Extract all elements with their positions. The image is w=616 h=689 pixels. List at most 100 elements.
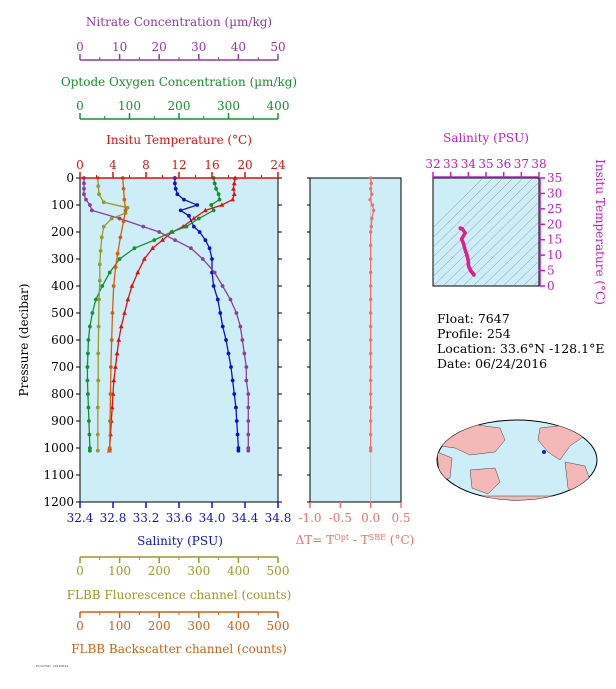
ts-point: [466, 262, 471, 267]
oxygen-tick-label: 200: [168, 99, 191, 113]
fluorescence-point: [96, 184, 101, 189]
delta-point: [368, 311, 373, 315]
delta-point: [368, 446, 373, 450]
delta-temperature-chart: -1.0 -0.5 0.0 0.5 ΔT= TOpt - TSBE (°C): [296, 176, 414, 547]
density-contour: [502, 250, 539, 286]
backscatter-point: [121, 186, 126, 191]
fluorescence-point: [97, 278, 102, 283]
delta-point: [368, 297, 373, 302]
density-contour: [512, 260, 539, 286]
oxygen-point: [86, 392, 90, 396]
nitrate-point: [88, 203, 92, 207]
footer-tag: Float7647_20160624: [36, 664, 69, 668]
oxygen-point: [169, 230, 174, 234]
salinity-point: [215, 297, 220, 302]
salinity-tick-label: 33.6: [166, 511, 193, 525]
backscatter-point: [110, 311, 115, 315]
backscatter-point: [109, 338, 114, 342]
profile-number: Profile: 254: [437, 326, 511, 341]
pressure-tick-label: 900: [51, 414, 74, 428]
nitrate-tick-label: 40: [231, 40, 246, 54]
temperature-axis-label: Insitu Temperature (°C): [106, 133, 252, 147]
delta-tick-label: -0.5: [329, 511, 352, 525]
oxygen-point: [87, 419, 91, 423]
nitrate-point: [246, 392, 251, 396]
nitrate-point: [246, 446, 251, 450]
ts-plot-area: [432, 177, 540, 287]
salinity-point: [197, 230, 202, 234]
nitrate-point: [82, 192, 86, 197]
backscatter-axis-label: FLBB Backscatter channel (counts): [71, 642, 287, 656]
oxygen-point: [88, 448, 92, 453]
nitrate-point: [244, 365, 249, 369]
salinity-point: [226, 351, 231, 356]
temperature-tick-label: 20: [237, 158, 252, 172]
fluorescence-axis-label: FLBB Fluorescence channel (counts): [67, 588, 292, 602]
density-contour: [433, 178, 514, 258]
salinity-point: [220, 324, 225, 329]
oxygen-point: [100, 284, 105, 288]
temperature-point: [116, 337, 122, 342]
delta-point: [368, 257, 373, 261]
temperature-point: [219, 202, 225, 207]
nitrate-point: [246, 432, 251, 437]
fluorescence-point: [101, 200, 106, 205]
temperature-point: [125, 296, 131, 302]
ts-y-tick-label: 30: [547, 186, 562, 200]
map-australia: [469, 467, 501, 495]
oxygen-series-line: [86, 177, 221, 451]
nitrate-point: [82, 186, 86, 191]
nitrate-point: [89, 208, 94, 213]
delta-point: [372, 208, 376, 213]
nitrate-tick-label: 0: [76, 40, 84, 54]
nitrate-tick-label: 50: [270, 40, 285, 54]
delta-point: [368, 176, 373, 180]
salinity-point: [191, 224, 196, 229]
delta-tick-label: 0.5: [391, 511, 410, 525]
ts-x-axis-label: Salinity (PSU): [443, 131, 529, 145]
temperature-point: [150, 245, 155, 250]
temperature-tick-label: 0: [76, 158, 84, 172]
oxygen-point: [86, 351, 90, 356]
fluorescence-point: [95, 405, 100, 410]
float-location-marker: [542, 450, 546, 454]
backscatter-series-line: [109, 177, 127, 451]
salinity-point: [203, 238, 208, 243]
delta-series-group: [368, 176, 376, 502]
ts-y-tick-label: 20: [547, 217, 562, 231]
nitrate-tick-label: 10: [112, 40, 127, 54]
temperature-point: [141, 256, 147, 261]
salinity-point: [232, 392, 237, 396]
delta-tick-label: -1.0: [298, 511, 321, 525]
delta-tick-label: 0.0: [361, 511, 380, 525]
oxygen-point: [90, 311, 95, 315]
nitrate-tick-label: 20: [152, 40, 167, 54]
fluorescence-tick-label: 200: [148, 564, 171, 578]
fluorescence-point: [125, 205, 130, 210]
fluorescence-point: [96, 351, 101, 356]
nitrate-point: [240, 338, 245, 342]
delta-point: [368, 405, 373, 410]
delta-point: [368, 392, 373, 396]
nitrate-point: [246, 419, 251, 423]
fluorescence-point: [97, 262, 102, 267]
density-contour: [563, 168, 616, 286]
temperature-point: [129, 283, 135, 288]
oxygen-point: [88, 324, 92, 329]
backscatter-point: [115, 251, 120, 256]
fluorescence-tick-label: 100: [108, 564, 131, 578]
oxygen-point: [85, 378, 90, 383]
ts-point: [466, 260, 471, 264]
pressure-axis: 0 100 200 300 400 500 600 700 800 900 1000 1100 1200: [43, 171, 282, 509]
salinity-point: [230, 378, 235, 383]
salinity-tick-label: 32.8: [100, 511, 127, 525]
location: Location: 33.6°N -128.1°E: [437, 341, 605, 356]
backscatter-point: [108, 365, 113, 369]
fluorescence-tick-label: 500: [267, 564, 290, 578]
ts-point: [466, 257, 470, 261]
ts-y-axis-label: Insitu Temperature (°C): [593, 159, 607, 305]
nitrate-axis-label: Nitrate Concentration (µm/kg): [86, 15, 272, 29]
salinity-axis-label: Salinity (PSU): [137, 534, 223, 548]
oxygen-point: [209, 203, 214, 207]
